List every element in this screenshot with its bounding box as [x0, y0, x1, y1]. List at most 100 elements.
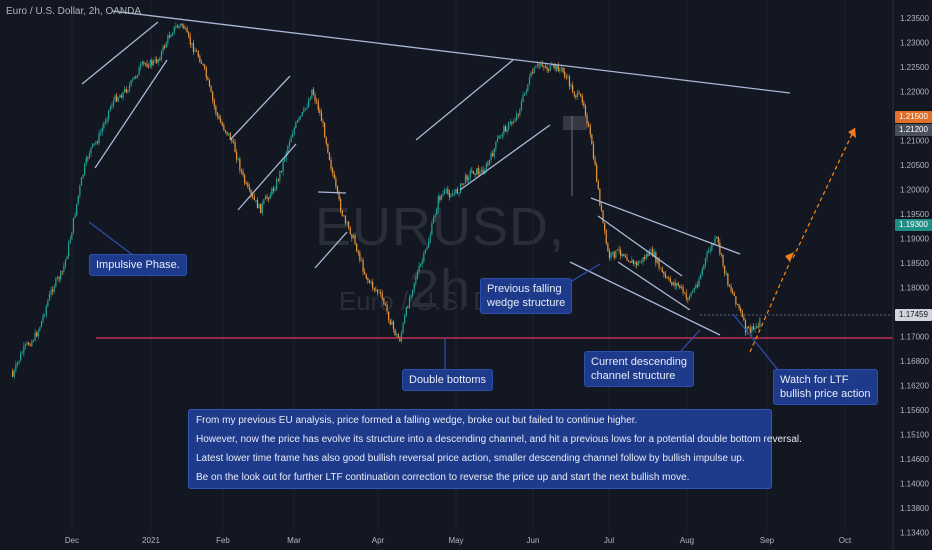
candle-body [580, 93, 582, 97]
candle-body [757, 326, 759, 328]
candle-body [426, 247, 428, 250]
candle-body [589, 126, 591, 135]
candle-body [104, 121, 107, 124]
candle-body [629, 261, 631, 263]
candle-body [149, 60, 151, 67]
candle-body [130, 80, 132, 86]
candle-body [597, 181, 599, 189]
candle-body [229, 133, 231, 140]
candle-body [77, 195, 79, 204]
candle-body [728, 284, 731, 287]
candle-body [71, 232, 73, 240]
rise-channel-bottom [459, 124, 551, 191]
candle-body [173, 26, 175, 34]
x-tick-label: Oct [839, 536, 852, 545]
candle-body [300, 116, 302, 118]
candle-body [44, 314, 46, 316]
candle-body [445, 189, 447, 191]
candle-body [176, 26, 179, 28]
candle-body [367, 278, 369, 281]
candle-body [618, 249, 620, 251]
candle-body [480, 169, 483, 172]
candle-body [277, 179, 279, 181]
candle-body [266, 196, 268, 199]
candle-body [92, 143, 94, 148]
candle-body [690, 292, 692, 297]
candle-body [271, 188, 273, 195]
candle-body [280, 171, 283, 172]
candle-body [429, 234, 431, 242]
candle-body [751, 326, 753, 333]
candle-body [495, 141, 497, 149]
candle-body [269, 194, 271, 200]
y-tick-label: 1.22500 [900, 63, 929, 72]
candle-body [754, 328, 756, 330]
projection-arrowhead-2 [848, 128, 856, 138]
candle-body [18, 360, 20, 363]
candle-body [96, 142, 99, 143]
analysis-line-1: From my previous EU analysis, price form… [196, 415, 638, 426]
candle-body [624, 256, 627, 258]
candle-body [615, 250, 617, 258]
candle-body [301, 112, 303, 117]
candle-body [258, 203, 260, 209]
candle-body [738, 304, 740, 309]
candle-body [101, 127, 103, 133]
candle-body [136, 75, 139, 78]
price-label-teal: 1.19300 [895, 219, 932, 231]
candle-body [632, 259, 635, 264]
y-tick-label: 1.15600 [900, 406, 929, 415]
candle-body [464, 175, 467, 184]
candle-body [52, 289, 54, 292]
impulsive-pointer [88, 221, 135, 257]
candle-body [365, 273, 367, 279]
candle-body [717, 236, 719, 243]
candle-body [400, 332, 403, 342]
channel-pointer [679, 329, 701, 353]
candle-body [420, 263, 422, 266]
candle-body [634, 261, 636, 264]
candle-body [48, 294, 51, 301]
candle-body [124, 88, 126, 92]
candle-body [208, 79, 211, 87]
candle-body [80, 177, 83, 186]
candle-body [164, 46, 166, 48]
candle-body [298, 117, 300, 121]
desc-channel-bottom [569, 261, 721, 336]
candle-body [639, 261, 641, 263]
candle-body [416, 271, 419, 279]
candle-body [330, 160, 332, 169]
y-tick-label: 1.14000 [900, 480, 929, 489]
candle-body [152, 61, 155, 66]
candle-body [127, 90, 129, 93]
candle-body [23, 345, 25, 353]
candle-body [343, 215, 345, 217]
price-label-current: 1.17459 [895, 309, 932, 321]
candle-body [32, 340, 35, 342]
candle-body [349, 227, 351, 235]
candle-body [100, 132, 102, 134]
candle-body [324, 123, 326, 138]
candle-body [664, 273, 667, 278]
candle-body [581, 96, 583, 103]
candle-body [133, 76, 135, 80]
candle-body [660, 267, 662, 269]
candle-body [256, 200, 259, 209]
candle-body [511, 122, 513, 124]
candle-body [180, 24, 182, 26]
y-tick-label: 1.18000 [900, 284, 929, 293]
candle-body [637, 261, 639, 266]
candle-body [752, 326, 755, 330]
candle-body [341, 211, 343, 216]
candle-body [706, 252, 708, 259]
candle-body [485, 164, 487, 172]
candle-body [527, 84, 529, 91]
candle-body [148, 66, 150, 68]
candle-body [274, 189, 276, 191]
candle-body [322, 121, 324, 124]
candle-body [168, 35, 171, 38]
candle-body [645, 254, 647, 259]
candle-body [592, 144, 595, 159]
breakout-zone [563, 116, 587, 130]
price-label-orange: 1.21500 [895, 111, 932, 123]
